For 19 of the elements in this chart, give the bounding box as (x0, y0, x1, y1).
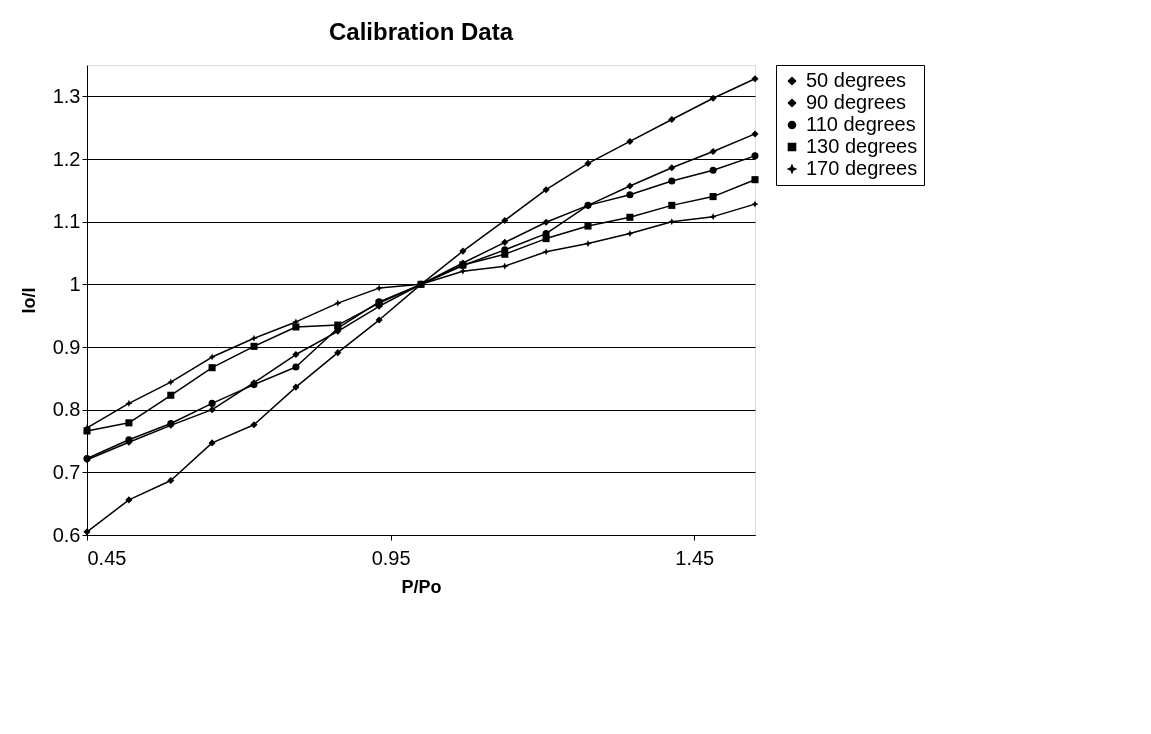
y-tick-label: 0.7 (52, 460, 81, 483)
legend-label: 50 degrees (806, 69, 907, 91)
legend-label: 130 degrees (806, 135, 918, 157)
x-tick-label: 1.45 (675, 546, 715, 569)
y-tick-label: 0.9 (52, 335, 81, 358)
x-axis-title: P/Po (401, 576, 442, 597)
chart-title: Calibration Data (328, 17, 514, 45)
y-tick-label: 0.6 (52, 523, 81, 546)
y-tick-label: 1.3 (52, 84, 81, 107)
x-tick-label: 0.95 (371, 546, 411, 569)
y-tick-label: 1 (69, 272, 81, 295)
y-tick-label: 0.8 (52, 398, 81, 421)
legend-label: 110 degrees (806, 113, 916, 135)
x-tick-label: 0.45 (87, 546, 127, 569)
legend-label: 170 degrees (806, 157, 918, 179)
y-tick-label: 1.1 (52, 210, 81, 233)
legend-label: 90 degrees (806, 91, 907, 113)
y-tick-label: 1.2 (52, 147, 81, 170)
y-axis-title: Io/I (18, 287, 39, 314)
